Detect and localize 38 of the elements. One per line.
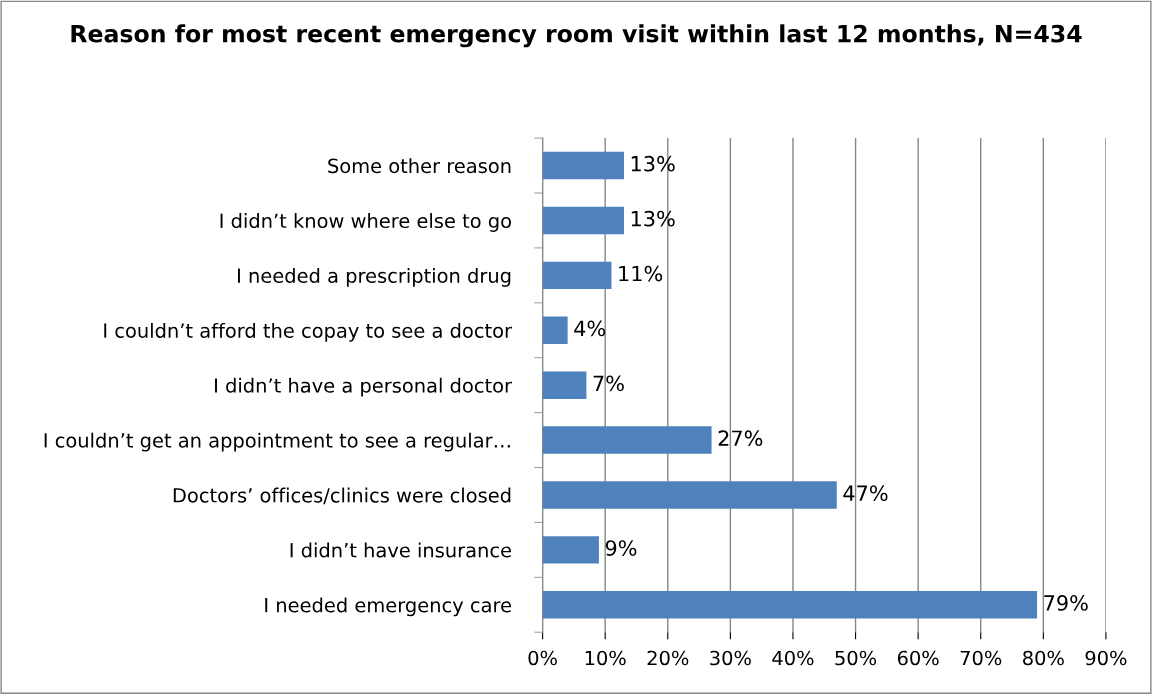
- x-tick-label: 70%: [960, 650, 1002, 666]
- y-tick-label: I needed emergency care: [265, 597, 511, 617]
- bar: [542, 371, 587, 399]
- bar: [542, 481, 837, 509]
- data-label: 11%: [619, 265, 663, 282]
- bar: [542, 536, 599, 564]
- y-tick-label: I couldn’t afford the copay to see a doctor: [104, 322, 513, 342]
- x-tick-label: 20%: [647, 650, 689, 666]
- y-tick-label: I needed a prescription drug: [237, 267, 511, 287]
- bar: [542, 316, 568, 344]
- data-label: 27%: [718, 430, 763, 447]
- x-tick-label: 50%: [835, 650, 877, 666]
- data-label: 4%: [574, 320, 606, 337]
- x-tick-label: 0%: [528, 650, 557, 666]
- y-tick-label: I didn’t have insurance: [290, 542, 511, 558]
- data-label: 79%: [1044, 595, 1088, 611]
- y-tick-label: Doctors’ offices/clinics were closed: [173, 487, 511, 505]
- y-tick-label: I didn’t have a personal doctor: [215, 377, 513, 397]
- x-tick-label: 90%: [1085, 650, 1127, 666]
- data-label: 13%: [631, 155, 675, 172]
- data-label: 13%: [631, 210, 675, 227]
- chart-title: Reason for most recent emergency room visit within last 12 months, N=434: [71, 24, 1082, 48]
- data-label: 7%: [593, 375, 624, 392]
- bar: [542, 261, 612, 290]
- y-tick-label: I couldn’t get an appointment to see a regular…: [44, 432, 510, 452]
- bar: [542, 591, 1038, 619]
- x-tick-label: 40%: [772, 650, 814, 666]
- y-tick-label: Some other reason: [328, 158, 511, 174]
- x-tick-label: 80%: [1023, 650, 1064, 666]
- data-label: 9%: [605, 540, 637, 556]
- x-tick-label: 10%: [585, 650, 626, 666]
- x-tick-label: 30%: [710, 650, 751, 666]
- bar: [542, 151, 624, 180]
- x-tick-label: 60%: [897, 650, 939, 666]
- data-label: 47%: [843, 485, 888, 502]
- bar: [542, 426, 712, 454]
- y-tick-label: I didn’t know where else to go: [220, 213, 511, 232]
- bar: [542, 206, 624, 235]
